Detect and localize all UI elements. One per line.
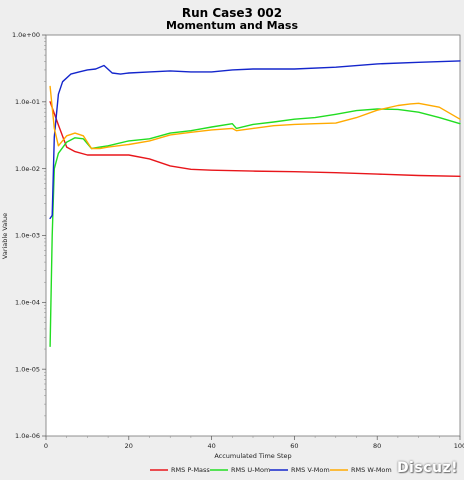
x-tick-label: 20 <box>125 442 133 450</box>
legend-label: RMS P-Mass <box>171 466 210 474</box>
series-line-2 <box>49 108 461 347</box>
x-axis-label: Accumulated Time Step <box>214 452 291 460</box>
y-axis-label: Variable Value <box>1 213 9 259</box>
y-tick-label: 1.0e-05 <box>15 365 40 373</box>
y-tick-label: 1.0e-03 <box>15 232 40 240</box>
series-line-1 <box>49 101 461 178</box>
legend-label: RMS W-Mom <box>351 466 392 474</box>
series-line-4 <box>49 85 461 150</box>
y-tick-label: 1.0e-02 <box>15 165 40 173</box>
y-tick-label: 1.0e-01 <box>15 98 40 106</box>
watermark-logo: Discuz! <box>396 460 458 476</box>
chart-subtitle: Momentum and Mass <box>166 19 299 32</box>
y-tick-label: 1.0e-06 <box>15 432 40 440</box>
series-line-3 <box>49 60 461 220</box>
y-tick-label: 1.0e+00 <box>12 31 40 39</box>
x-tick-label: 60 <box>290 442 298 450</box>
x-tick-label: 40 <box>207 442 215 450</box>
series-group <box>49 60 461 347</box>
legend: RMS P-Mass RMS U-Mom RMS V-Mom RMS W-Mom <box>150 466 392 474</box>
legend-label: RMS V-Mom <box>291 466 330 474</box>
x-tick-label: 0 <box>44 442 48 450</box>
x-tick-label: 100 <box>454 442 464 450</box>
y-axis: 1.0e-06 1.0e-05 1.0e-04 1.0e-03 1.0e-02 1.0e-… <box>12 31 46 440</box>
plot-area <box>45 34 461 437</box>
chart-title: Run Case3 002 <box>182 6 282 20</box>
legend-label: RMS U-Mom <box>231 466 270 474</box>
y-tick-label: 1.0e-04 <box>15 299 40 307</box>
x-tick-label: 80 <box>373 442 381 450</box>
x-axis: 0 20 40 60 80 100 <box>44 436 464 450</box>
